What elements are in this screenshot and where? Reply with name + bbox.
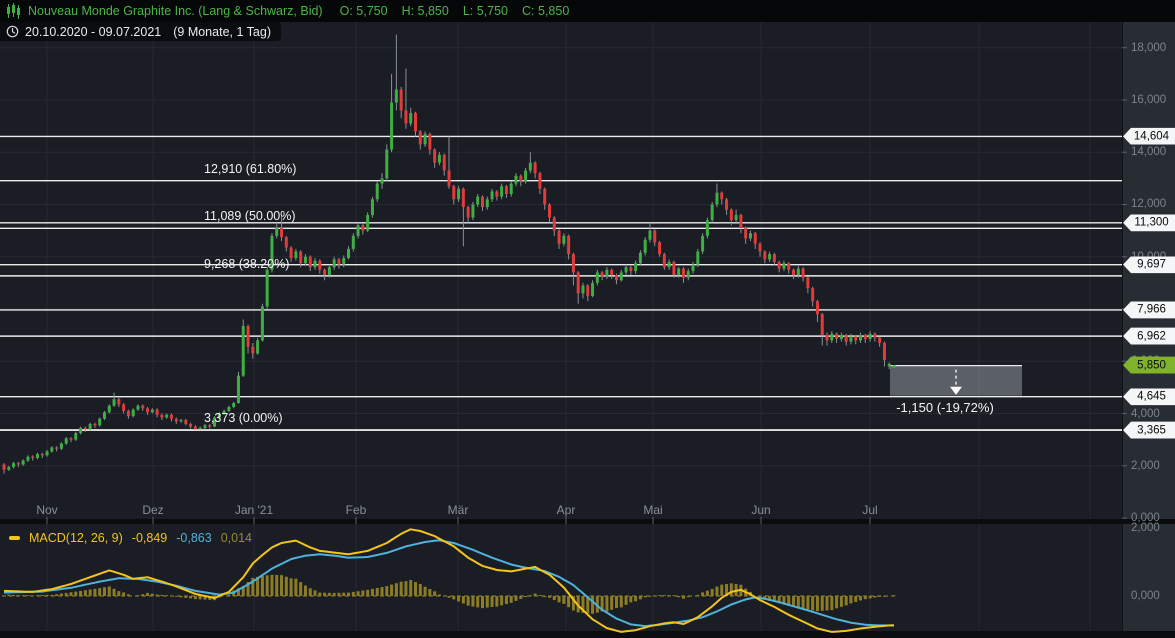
- ohlc-close: C: 5,850: [522, 4, 570, 18]
- fib-level-label: 9,268 (38.20%): [204, 256, 290, 271]
- fib-level-label: 3,373 (0.00%): [204, 410, 283, 425]
- price-axis-tick-label: 12,000: [1131, 198, 1167, 211]
- date-range-text: 20.10.2020 - 09.07.2021: [25, 24, 162, 39]
- date-range-selector[interactable]: 20.10.2020 - 09.07.2021 (9 Monate, 1 Tag…: [0, 22, 281, 41]
- x-axis-month-label: Jul: [862, 503, 878, 517]
- current-price-tag: 5,850: [1123, 356, 1175, 374]
- x-axis-month-label: Nov: [36, 503, 58, 517]
- app-logo-candlestick-icon: [7, 3, 20, 19]
- price-level-tag: 11,300: [1123, 214, 1175, 232]
- x-axis-month-label: Jan '21: [234, 503, 274, 517]
- price-level-tag: 7,966: [1123, 301, 1175, 319]
- date-range-duration: (9 Monate, 1 Tag): [173, 24, 271, 39]
- price-axis-gutter: [1122, 0, 1175, 638]
- macd-indicator-name[interactable]: MACD(12, 26, 9): [29, 531, 123, 545]
- price-axis-tick-label: 4,000: [1131, 407, 1160, 420]
- macd-legend-chip-icon: [9, 536, 20, 540]
- macd-value: -0,849: [131, 531, 168, 545]
- x-axis-month-label: Apr: [556, 503, 576, 517]
- price-axis-tick-label: 14,000: [1131, 146, 1167, 159]
- macd-signal-value: -0,863: [176, 531, 212, 545]
- price-axis-tick-label: 2,000: [1131, 459, 1160, 472]
- ohlc-readout: O: 5,750 H: 5,850 L: 5,750 C: 5,850: [340, 4, 570, 18]
- ohlc-open: O: 5,750: [339, 4, 388, 18]
- x-axis-month-label: Jun: [751, 503, 771, 517]
- macd-histogram-value: 0,014: [220, 531, 252, 545]
- price-axis-tick-label: 0,000: [1131, 512, 1160, 525]
- macd-axis-tick-label: 2,000: [1131, 521, 1160, 534]
- x-axis-month-label: Mär: [447, 503, 469, 517]
- chart-header-bar: Nouveau Monde Graphite Inc. (Lang & Schw…: [0, 0, 1175, 22]
- price-level-tag: 4,645: [1123, 388, 1175, 406]
- x-axis-month-label: Mai: [643, 503, 663, 517]
- clock-icon: [6, 25, 19, 38]
- measurement-label: -1,150 (-19,72%): [896, 399, 994, 415]
- ohlc-low: L: 5,750: [462, 4, 509, 18]
- x-axis-month-label: Dez: [142, 503, 164, 517]
- price-axis-tick-label: 16,000: [1131, 93, 1167, 106]
- macd-axis-tick-label: 0,000: [1131, 590, 1160, 602]
- price-axis-tick-label: 18,000: [1131, 41, 1167, 54]
- instrument-title[interactable]: Nouveau Monde Graphite Inc. (Lang & Schw…: [28, 4, 323, 18]
- x-axis-month-label: Feb: [345, 503, 367, 517]
- fib-level-label: 12,910 (61.80%): [204, 161, 297, 176]
- price-level-tag: 6,962: [1123, 327, 1175, 345]
- macd-legend: MACD(12, 26, 9) -0,849 -0,863 0,014: [9, 531, 252, 545]
- price-level-tag: 14,604: [1123, 127, 1175, 145]
- price-level-tag: 3,365: [1123, 421, 1175, 439]
- price-level-tag: 9,697: [1123, 256, 1175, 274]
- ohlc-high: H: 5,850: [401, 4, 449, 18]
- fib-level-label: 11,089 (50.00%): [204, 209, 296, 224]
